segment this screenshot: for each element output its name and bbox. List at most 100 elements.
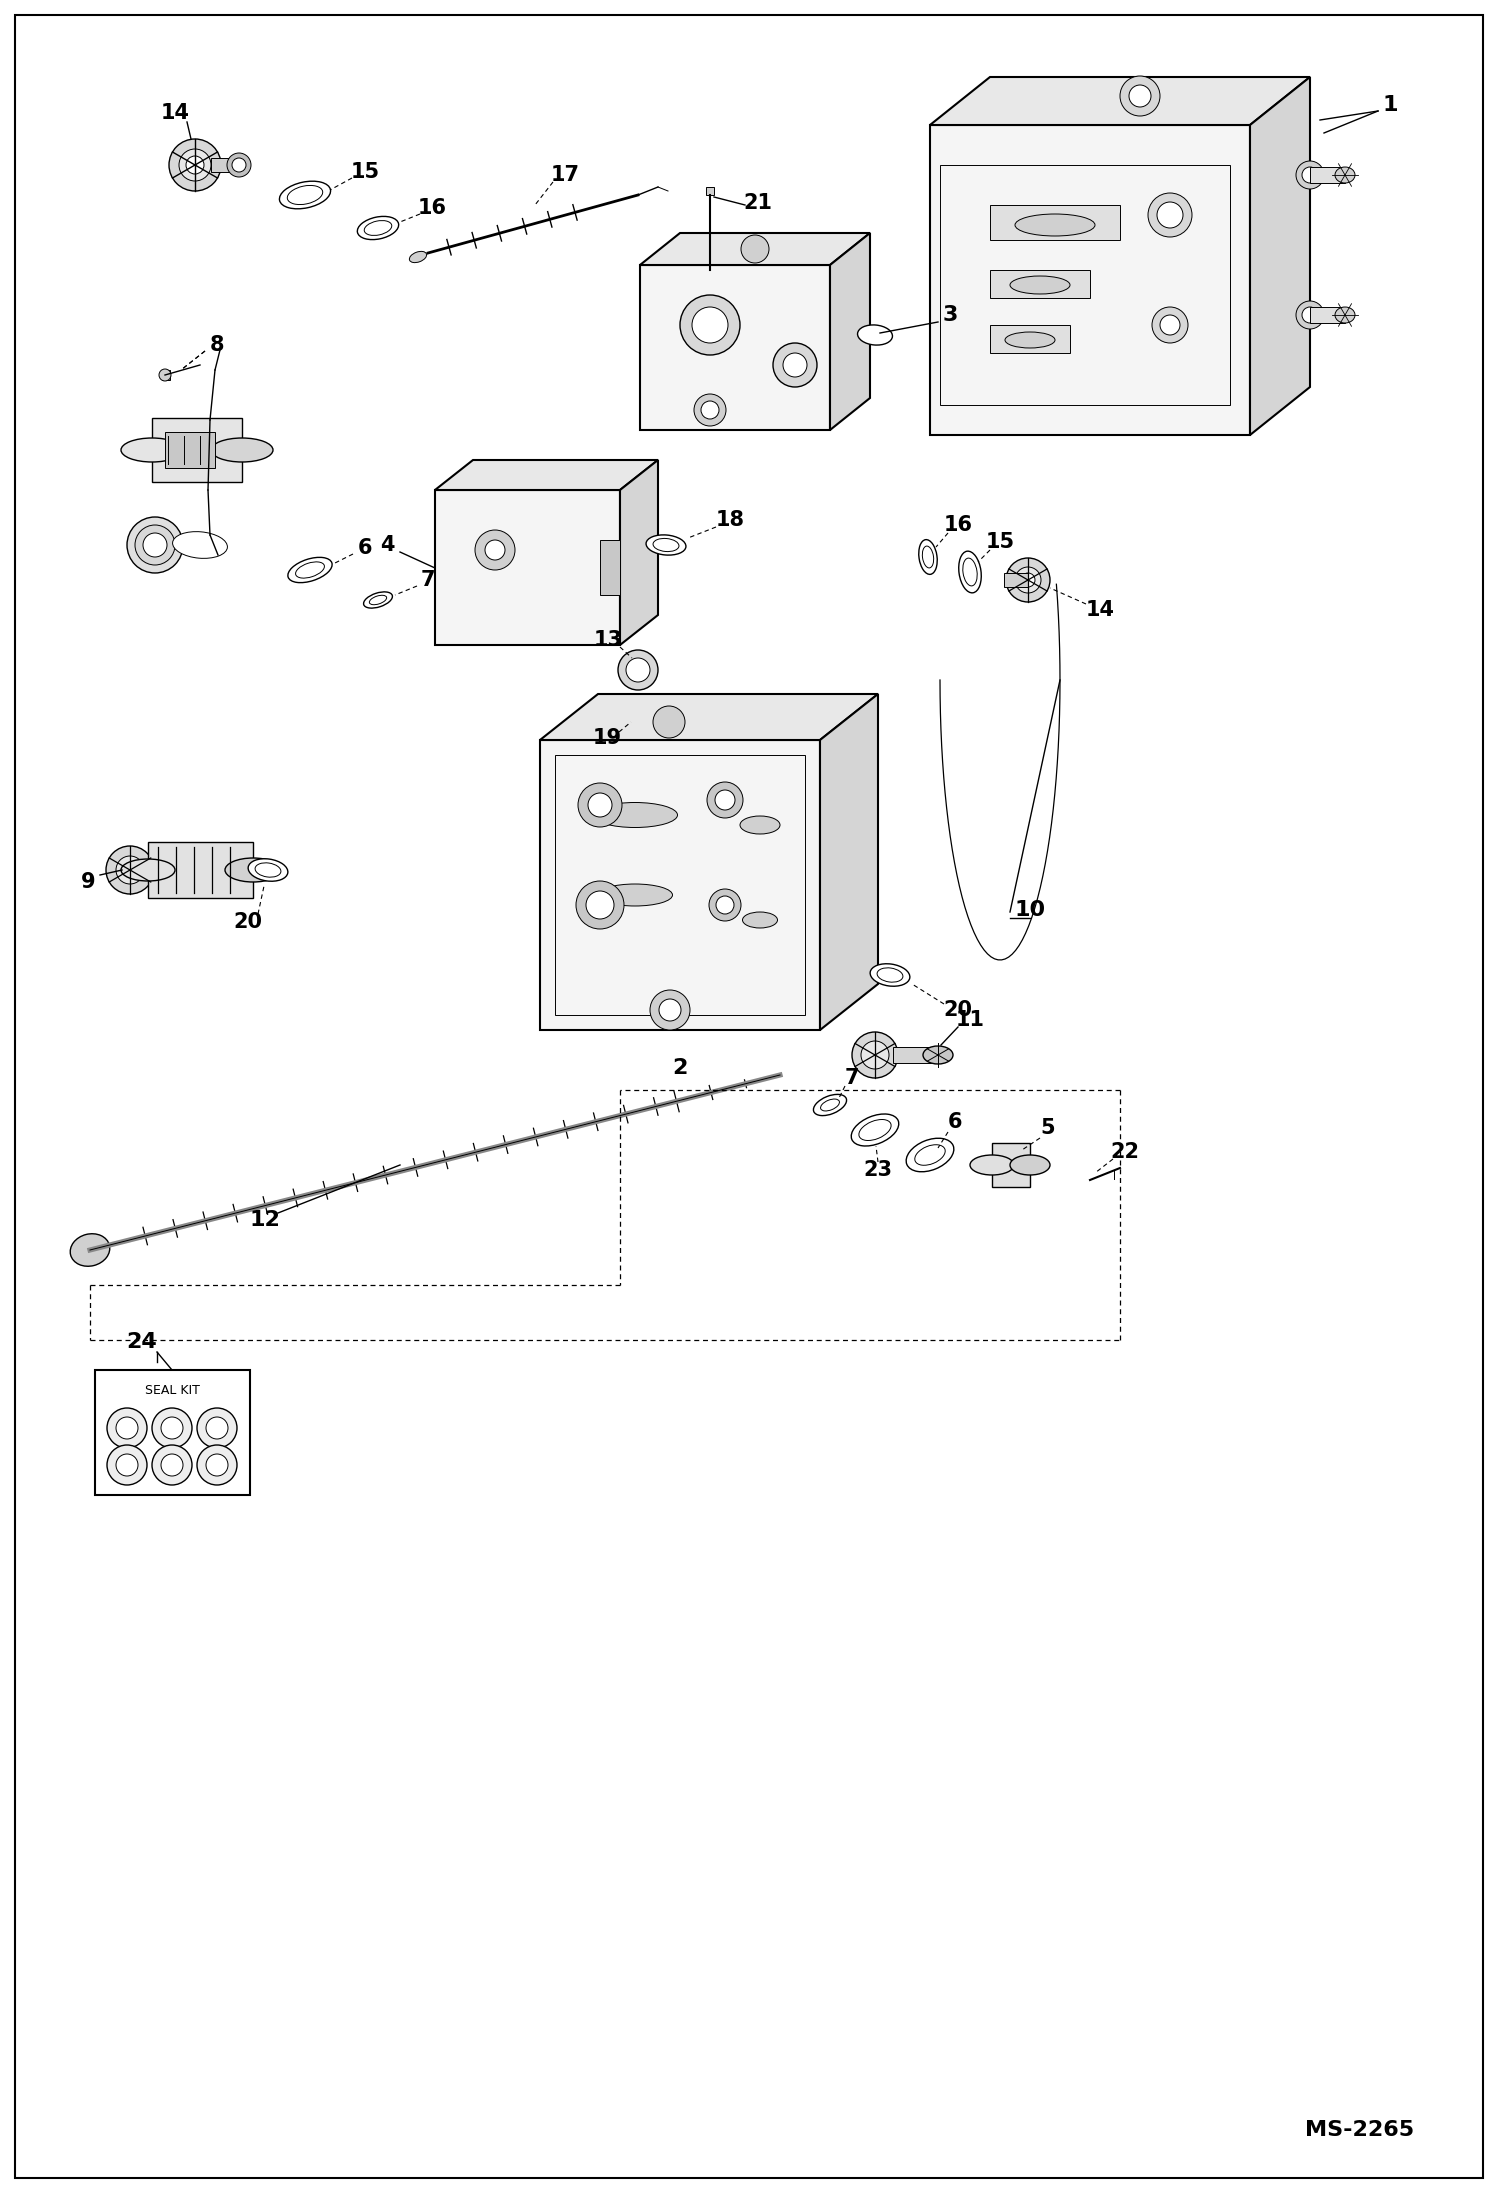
Ellipse shape [1016,215,1095,237]
Text: 10: 10 [1014,899,1046,921]
Text: 13: 13 [593,629,623,649]
Circle shape [707,783,743,818]
Bar [706,186,715,195]
Ellipse shape [280,182,331,208]
Text: 21: 21 [743,193,773,213]
Ellipse shape [740,816,780,833]
Text: 14: 14 [1086,601,1115,621]
Circle shape [151,1445,192,1485]
Circle shape [619,649,658,691]
Circle shape [650,989,691,1031]
Circle shape [1152,307,1188,342]
Circle shape [852,1033,897,1079]
Bar [434,489,620,645]
Ellipse shape [370,594,386,605]
Ellipse shape [1010,1156,1050,1175]
Ellipse shape [923,546,933,568]
Ellipse shape [906,1138,954,1171]
Circle shape [485,539,505,559]
Bar [554,754,804,1015]
Circle shape [115,855,144,884]
Ellipse shape [622,706,652,724]
Circle shape [169,138,222,191]
Ellipse shape [743,912,777,928]
Text: 17: 17 [550,164,580,184]
Bar [992,1143,1031,1186]
Circle shape [1302,167,1318,182]
Bar [1004,572,1028,588]
Bar [148,842,253,897]
Polygon shape [539,693,878,739]
Circle shape [586,890,614,919]
Circle shape [1022,572,1035,588]
Ellipse shape [1005,331,1055,349]
Bar [94,1371,250,1496]
Circle shape [160,1454,183,1476]
Circle shape [653,706,685,739]
Ellipse shape [121,439,183,463]
Text: 19: 19 [592,728,622,748]
Text: 3: 3 [942,305,957,325]
Ellipse shape [249,860,288,882]
Circle shape [160,1417,183,1439]
Circle shape [1159,316,1180,336]
Circle shape [207,1454,228,1476]
Polygon shape [830,232,870,430]
Ellipse shape [211,439,273,463]
Text: 11: 11 [956,1011,984,1031]
Ellipse shape [857,325,893,344]
Bar [990,204,1121,239]
Polygon shape [640,232,870,265]
Ellipse shape [180,535,220,555]
Bar [165,432,216,467]
Circle shape [715,789,736,809]
Circle shape [692,307,728,342]
Circle shape [783,353,807,377]
Ellipse shape [187,539,213,550]
Ellipse shape [915,1145,945,1164]
Circle shape [115,1417,138,1439]
Ellipse shape [70,1235,109,1265]
Circle shape [198,1445,237,1485]
Bar [1309,167,1345,182]
Bar [1309,307,1345,322]
Circle shape [115,1454,138,1476]
Circle shape [1121,77,1159,116]
Ellipse shape [923,1046,953,1064]
Ellipse shape [971,1156,1014,1175]
Circle shape [127,518,183,572]
Bar [151,419,243,482]
Bar [162,371,169,379]
Circle shape [659,1000,682,1022]
Ellipse shape [646,535,686,555]
Circle shape [716,897,734,914]
Ellipse shape [364,221,392,235]
Circle shape [742,235,768,263]
Circle shape [1296,160,1324,189]
Circle shape [106,1408,147,1447]
Circle shape [207,1417,228,1439]
Ellipse shape [628,711,646,719]
Ellipse shape [409,252,427,263]
Bar [211,158,240,171]
Ellipse shape [172,531,228,559]
Ellipse shape [959,550,981,592]
Text: 1: 1 [1383,94,1398,114]
Circle shape [106,846,154,895]
Ellipse shape [255,862,282,877]
Ellipse shape [851,1114,899,1147]
Circle shape [142,533,166,557]
Text: 18: 18 [716,511,745,531]
Circle shape [578,783,622,827]
Circle shape [228,154,252,178]
Bar [990,325,1070,353]
Circle shape [1302,307,1318,322]
Circle shape [186,156,204,173]
Text: MS-2265: MS-2265 [1305,2121,1414,2140]
Circle shape [1016,568,1041,592]
Circle shape [1129,86,1150,107]
Ellipse shape [813,1094,846,1116]
Circle shape [135,524,175,566]
Polygon shape [930,77,1309,125]
Ellipse shape [878,967,903,982]
